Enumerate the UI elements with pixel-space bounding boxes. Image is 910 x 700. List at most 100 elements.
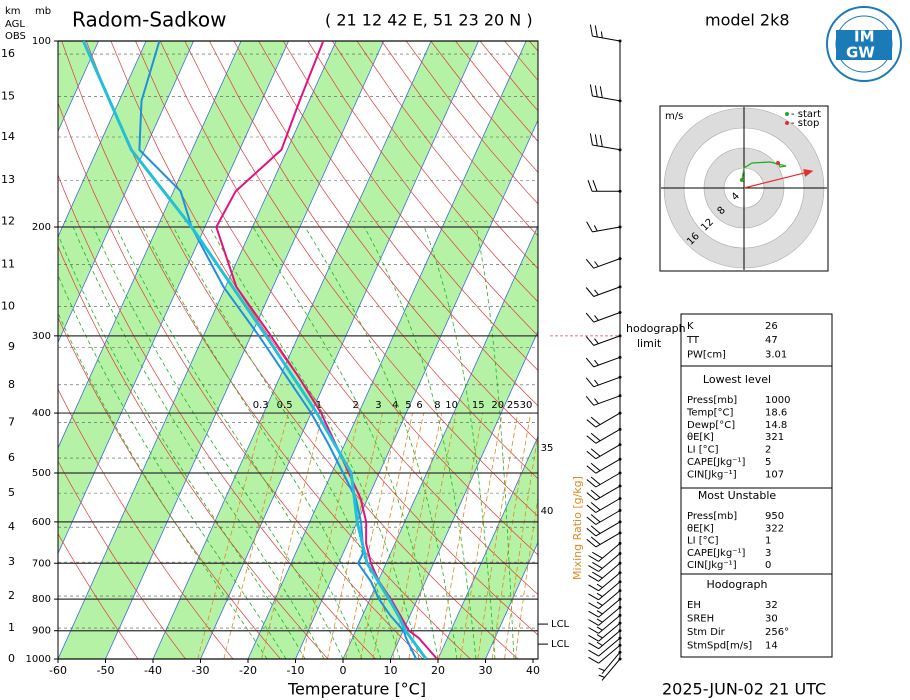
wind-barb — [588, 581, 621, 601]
index-label: Press[mb] — [687, 395, 737, 406]
index-value: 256° — [765, 627, 789, 638]
wind-level-dot — [618, 541, 622, 545]
km-tick-label: 13 — [1, 173, 15, 186]
x-tick-label: 10 — [384, 664, 398, 677]
wind-barb — [586, 485, 621, 501]
wind-level-dot — [618, 355, 622, 359]
wind-barb — [588, 615, 621, 634]
dry-adiabat — [58, 316, 281, 659]
km-tick-label: 7 — [8, 415, 15, 428]
wind-barb — [588, 562, 621, 582]
legend-start: - start — [791, 109, 821, 120]
isotherm-band — [153, 41, 479, 659]
index-label: Dewp[°C] — [687, 420, 735, 431]
wind-level-dot — [618, 189, 622, 193]
index-value: 322 — [765, 523, 784, 534]
wind-barb — [587, 180, 620, 192]
wind-barb — [585, 335, 621, 346]
wind-barb — [585, 258, 621, 269]
mixing-ratio-label: 0.3 — [253, 400, 269, 411]
temperature-line — [215, 41, 438, 659]
y-tick-label: 700 — [32, 558, 51, 569]
wind-barb — [588, 644, 621, 664]
dry-adiabat — [58, 460, 186, 659]
wind-level-dot — [618, 471, 622, 475]
wind-barb — [588, 543, 621, 562]
legend-stop-dot — [785, 121, 789, 125]
lcl-label: LCL — [551, 619, 570, 630]
km-tick-label: 14 — [1, 130, 15, 143]
wind-level-dot — [618, 427, 622, 431]
index-label: TT — [686, 335, 700, 346]
isotherm — [390, 330, 538, 659]
indices-frame — [680, 313, 833, 658]
index-value: 3.01 — [765, 349, 787, 360]
wind-level-dot — [618, 148, 622, 152]
index-label: Press[mb] — [687, 511, 737, 522]
dry-adiabat — [159, 41, 538, 556]
axis-header: km — [5, 6, 21, 17]
km-tick-label: 16 — [1, 47, 15, 60]
index-value: 5 — [765, 457, 771, 468]
logo: IM GW — [826, 6, 902, 82]
indices-section-title: Most Unstable — [698, 489, 777, 502]
y-tick-label: 100 — [32, 36, 51, 47]
hodograph-line — [741, 161, 787, 181]
wind-level-dot — [618, 334, 622, 338]
dry-adiabat — [58, 173, 376, 659]
parcel-line — [82, 41, 428, 659]
axis-header: mb — [35, 6, 51, 17]
moist-adiabat — [423, 226, 496, 659]
hodograph-limit-label: hodograph — [626, 322, 686, 335]
mixing-ratio-label: 10 — [445, 400, 458, 411]
mixing-ratio-label: 3 — [375, 400, 381, 411]
wind-barb — [588, 553, 621, 572]
wind-barb — [588, 630, 621, 650]
wind-level-dot — [618, 643, 622, 647]
wind-barb — [586, 532, 621, 548]
storm-motion-arrow — [743, 169, 814, 189]
axis-header: AGL — [5, 19, 25, 30]
mixing-ratio-label: 4 — [392, 400, 398, 411]
index-value: 1 — [765, 536, 771, 547]
y-tick-label: 400 — [32, 408, 51, 419]
mixing-ratio-title: Mixing Ratio [g/kg] — [571, 476, 584, 580]
wind-level-dot — [618, 650, 622, 654]
x-tick-label: -40 — [144, 664, 162, 677]
dry-adiabat — [332, 41, 538, 303]
index-value: 26 — [765, 321, 778, 332]
location: ( 21 12 42 E, 51 23 20 N ) — [325, 11, 533, 30]
index-value: 47 — [765, 335, 778, 346]
x-axis-title: Temperature [°C] — [287, 680, 426, 699]
axis-header: OBS — [5, 31, 26, 42]
mixing-ratio-label: 15 — [472, 400, 485, 411]
index-label: CIN[Jkg⁻¹] — [687, 469, 737, 480]
wind-level-dot — [618, 457, 622, 461]
mixing-ratio-label: 1 — [316, 400, 322, 411]
km-tick-label: 1 — [8, 621, 15, 634]
index-label: LI [°C] — [687, 445, 719, 456]
wind-barb — [586, 428, 621, 444]
wind-level-dot — [618, 311, 622, 315]
index-label: Stm Dir — [687, 627, 726, 638]
wind-barb — [585, 356, 621, 368]
y-tick-label: 600 — [32, 517, 51, 528]
km-tick-label: 2 — [8, 589, 15, 602]
isotherm — [485, 541, 538, 659]
x-tick-label: 0 — [340, 664, 347, 677]
mixing-ratio-label: 8 — [434, 400, 440, 411]
wind-barb — [586, 412, 621, 428]
lcl-label: LCL — [551, 639, 570, 650]
wind-level-dot — [618, 39, 622, 43]
mixing-ratio-label: 30 — [520, 400, 533, 411]
wind-barb — [588, 572, 621, 592]
x-tick-label: -10 — [287, 664, 305, 677]
wind-barb — [588, 598, 621, 618]
wind-barb — [586, 510, 621, 525]
km-tick-label: 0 — [8, 652, 15, 665]
km-tick-label: 4 — [8, 520, 15, 533]
index-label: EH — [687, 600, 701, 611]
wind-level-dot — [618, 285, 622, 289]
index-label: θE[K] — [687, 432, 714, 443]
